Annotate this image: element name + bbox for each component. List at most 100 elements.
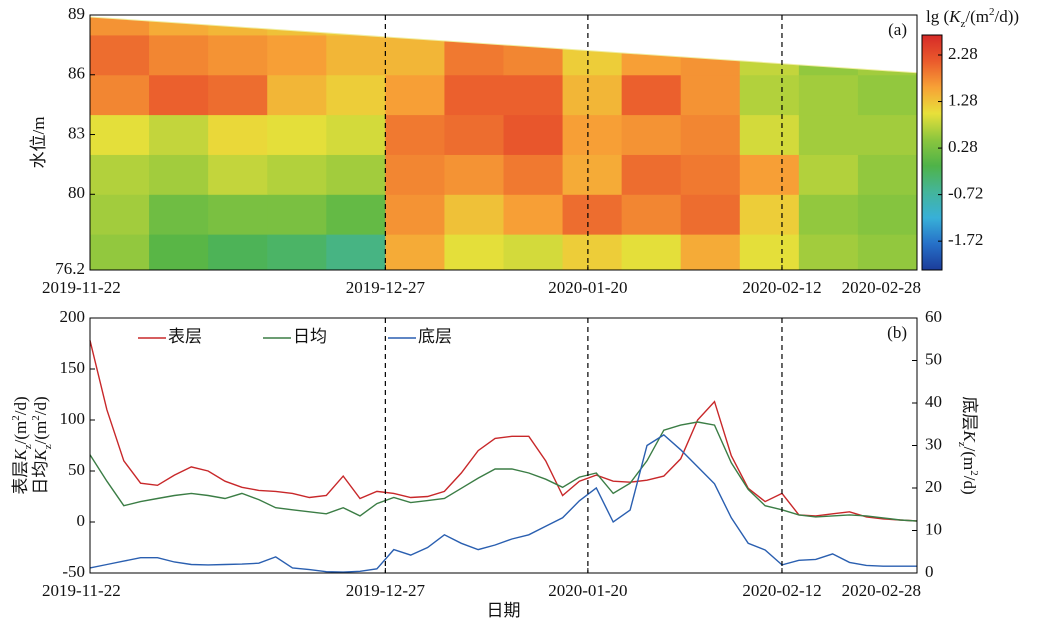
y2-axis-label: 底层Kz/(m2/d) xyxy=(956,396,980,494)
heat-cell xyxy=(385,154,445,195)
x-tick-label: 2020-01-20 xyxy=(548,581,627,600)
heat-cell xyxy=(562,34,623,76)
y-axis-label: 水位/m xyxy=(29,117,48,169)
heat-cell xyxy=(267,154,327,195)
heat-cell xyxy=(621,194,682,235)
label-part: /d) xyxy=(960,476,979,495)
plot-frame xyxy=(89,14,918,271)
label-part: z xyxy=(42,444,54,449)
y-tick-label: 100 xyxy=(60,409,86,428)
x-tick-label: 2020-02-28 xyxy=(842,278,921,297)
heat-cell xyxy=(680,34,741,76)
series-line xyxy=(89,340,918,522)
x-tick-label: 2020-02-12 xyxy=(742,581,821,600)
heat-cell xyxy=(739,74,800,116)
heat-cell xyxy=(326,16,386,36)
heat-cell xyxy=(503,154,564,195)
heat-cell xyxy=(90,154,150,195)
heat-cell xyxy=(680,16,741,36)
x-tick-label: 2019-12-27 xyxy=(346,278,426,297)
label-part: 2 xyxy=(10,415,22,421)
label-part: z xyxy=(956,442,968,447)
y2-tick-label: 0 xyxy=(925,562,934,581)
heat-cell xyxy=(739,194,800,235)
label-part: K xyxy=(948,7,962,26)
label-part: /(m xyxy=(965,7,989,26)
heat-cell xyxy=(562,154,623,195)
heat-cell xyxy=(444,16,504,36)
y-tick-label: 0 xyxy=(77,511,86,530)
heat-cell xyxy=(149,74,209,116)
y-tick-label: 76.2 xyxy=(55,259,85,278)
heat-cell xyxy=(680,194,741,235)
y-tick-label: 200 xyxy=(60,307,86,326)
heat-cell xyxy=(444,114,504,155)
label-part: 底层 xyxy=(960,396,979,430)
y-tick-label: -50 xyxy=(62,562,85,581)
label-part: 2 xyxy=(968,470,980,476)
x-tick-label: 2019-12-27 xyxy=(346,581,426,600)
x-tick-label: 2020-01-20 xyxy=(548,278,627,297)
label-part: /d)) xyxy=(994,7,1019,26)
heat-cell xyxy=(208,34,268,76)
colorbar-title: lg (Kz/(m2/d)) xyxy=(926,6,1019,30)
heat-cell xyxy=(798,114,859,155)
panel-label: (b) xyxy=(887,323,907,342)
heat-cell xyxy=(739,16,800,36)
colorbar-tick-label: -0.72 xyxy=(948,184,983,203)
colorbar xyxy=(921,34,943,271)
y-axis-label: 表层Kz/(m2/d) xyxy=(10,396,34,494)
heat-cell xyxy=(739,234,800,270)
y-axis-label: 日均Kz/(m2/d) xyxy=(30,396,54,494)
heat-cell xyxy=(562,74,623,116)
label-part: K xyxy=(11,448,30,462)
y-tick-label: 89 xyxy=(68,4,85,23)
legend-label: 表层 xyxy=(168,327,202,346)
heat-cell xyxy=(208,114,268,155)
x-tick-label: 2019-11-22 xyxy=(42,581,121,600)
heat-cell xyxy=(739,34,800,76)
heatmap xyxy=(90,16,917,270)
heat-cell xyxy=(503,114,564,155)
heat-cell xyxy=(503,74,564,116)
heat-cell xyxy=(267,114,327,155)
heat-cell xyxy=(562,194,623,235)
label-part: 2 xyxy=(30,415,42,421)
heat-cell xyxy=(798,234,859,270)
heat-cell xyxy=(326,154,386,195)
plot-frame xyxy=(89,317,918,574)
label-part: /d) xyxy=(31,396,50,415)
heat-cell xyxy=(385,114,445,155)
y-tick-label: 83 xyxy=(68,123,85,142)
heat-cell xyxy=(385,194,445,235)
heat-cell xyxy=(326,34,386,76)
heat-cell xyxy=(444,234,504,270)
heat-cell xyxy=(857,154,917,195)
heat-cell xyxy=(90,114,150,155)
heat-cell xyxy=(857,194,917,235)
heat-cell xyxy=(149,154,209,195)
heat-cell xyxy=(503,16,564,36)
heat-cell xyxy=(208,154,268,195)
heat-cell xyxy=(90,16,150,36)
heat-cell xyxy=(90,194,150,235)
heat-cell xyxy=(444,154,504,195)
heat-cell xyxy=(149,194,209,235)
heat-cell xyxy=(149,234,209,270)
label-part: K xyxy=(31,448,50,462)
heat-cell xyxy=(208,74,268,116)
heat-cell xyxy=(385,234,445,270)
heat-cell xyxy=(149,114,209,155)
heat-cell xyxy=(621,16,682,36)
heat-cell xyxy=(90,74,150,116)
legend-label: 日均 xyxy=(293,327,327,346)
heat-cell xyxy=(857,114,917,155)
heat-cell xyxy=(680,74,741,116)
heat-cell xyxy=(326,114,386,155)
heat-cell xyxy=(798,34,859,76)
colorbar-tick-label: 0.28 xyxy=(948,137,978,156)
y2-tick-label: 50 xyxy=(925,349,942,368)
heat-cell xyxy=(680,234,741,270)
y2-tick-label: 10 xyxy=(925,519,942,538)
heat-cell xyxy=(385,34,445,76)
